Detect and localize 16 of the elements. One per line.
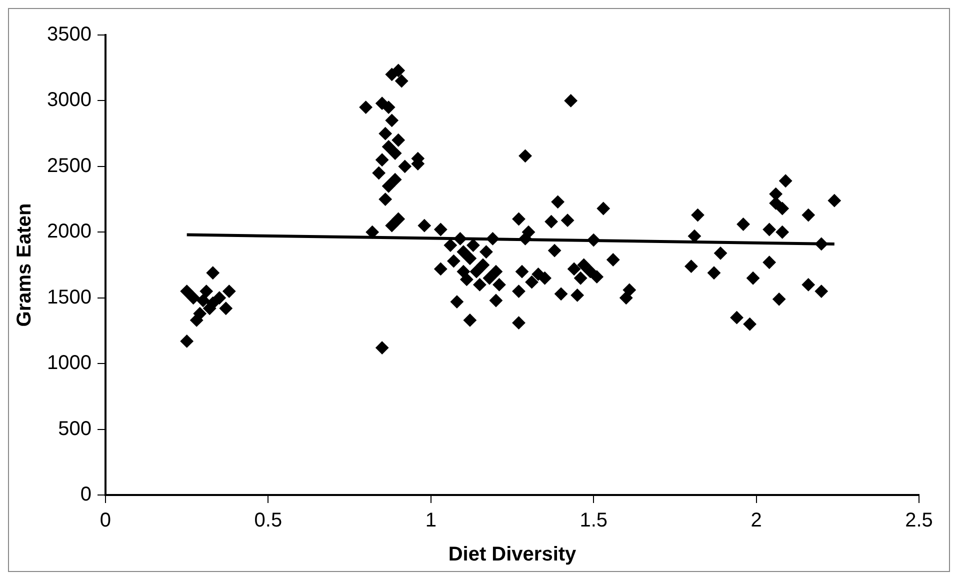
x-tick-label: 0.5 xyxy=(254,510,282,532)
y-tick-label: 1500 xyxy=(46,286,92,308)
y-tick-label: 500 xyxy=(58,418,92,440)
y-tick-label: 3500 xyxy=(46,24,92,46)
y-tick-label: 1000 xyxy=(46,352,92,374)
y-axis-title: Grams Eaten xyxy=(14,203,36,327)
x-tick-label: 1.5 xyxy=(580,510,608,532)
y-tick-label: 3000 xyxy=(46,89,92,112)
y-tick-label: 2000 xyxy=(46,220,92,243)
x-tick-label: 2.5 xyxy=(905,510,933,532)
x-tick-label: 1 xyxy=(425,510,436,532)
x-axis-title: Diet Diversity xyxy=(448,544,578,566)
y-tick-label: 2500 xyxy=(46,154,92,177)
x-tick-label: 2 xyxy=(750,510,762,532)
y-tick-label: 0 xyxy=(80,484,92,506)
x-tick-label: 0 xyxy=(100,510,112,532)
